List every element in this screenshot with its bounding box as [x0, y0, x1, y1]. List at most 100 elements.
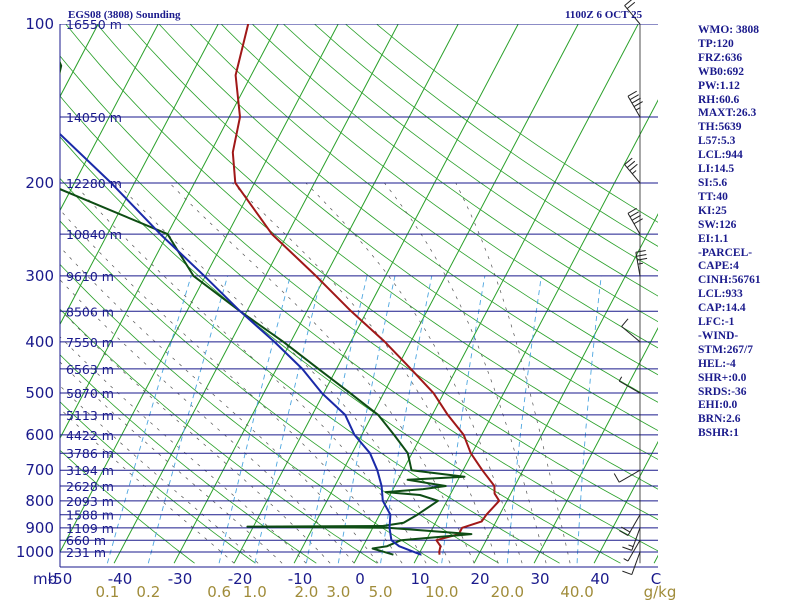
profile-curves — [60, 24, 501, 556]
isotherm-line — [0, 24, 38, 563]
sounding-index: -PARCEL- — [698, 246, 753, 259]
sounding-index: TT:40 — [698, 190, 728, 203]
mixing-ratio-label: 3.0 — [326, 583, 350, 600]
wind-barb-half-flag — [635, 107, 641, 111]
wind-barb-flag — [626, 1, 636, 10]
moist-adiabat-line — [60, 385, 259, 564]
pressure-tick-label: 500 — [25, 384, 54, 402]
sounding-index: EHI:0.0 — [698, 399, 738, 412]
sounding-index: LI:14.5 — [698, 163, 735, 176]
dry-adiabat-line — [314, 24, 658, 272]
sounding-index: STM:267/7 — [698, 343, 753, 356]
height-level-label: 8506 m — [66, 304, 114, 319]
wind-barb-flag — [622, 546, 632, 551]
height-level-label: 9610 m — [66, 269, 114, 284]
sounding-index: CAPE:4 — [698, 260, 739, 273]
dry-adiabat-line — [158, 24, 658, 403]
wind-barb-flag — [636, 253, 647, 257]
wind-barb-half-flag — [628, 544, 634, 548]
height-level-label: 2628 m — [66, 479, 114, 494]
moist-adiabat-line — [60, 309, 331, 564]
dry-adiabat-line — [283, 24, 658, 297]
wind-barb-flag — [637, 257, 648, 261]
temperature-tick-label: -50 — [48, 570, 73, 588]
temperature-tick-label: 40 — [590, 570, 609, 588]
sounding-index: PW:1.12 — [698, 79, 740, 92]
sounding-index: -WIND- — [698, 329, 739, 342]
mixing-ratio-line — [441, 275, 486, 564]
dry-adiabat-line — [60, 136, 621, 564]
sounding-index: SW:126 — [698, 218, 737, 231]
mixing-ratio-label: 10.0 — [425, 583, 458, 600]
axes — [59, 24, 658, 568]
wind-barb-staff — [618, 469, 641, 483]
wind-barb-flag — [629, 94, 639, 101]
mixing-ratio-line — [506, 275, 542, 564]
moist-adiabat-line — [169, 182, 475, 564]
sounding-index: LCL:933 — [698, 288, 743, 301]
sounding-index: MAXT:26.3 — [698, 107, 757, 120]
height-level-label: 5870 m — [66, 386, 114, 401]
sounding-index: LCL:944 — [698, 149, 743, 162]
pressure-tick-label: 100 — [25, 15, 54, 33]
temperature-tick-label: -20 — [228, 570, 253, 588]
height-level-label: 7550 m — [66, 335, 114, 350]
mixing-ratio-line — [147, 275, 229, 564]
sounding-index: SHR+:0.0 — [698, 371, 747, 384]
wind-barb-staff — [627, 539, 641, 562]
wind-barb-half-flag — [631, 170, 637, 175]
mixing-ratio-line — [254, 275, 323, 564]
pressure-tick-label: 600 — [25, 426, 54, 444]
temperature-tick-label: -30 — [168, 570, 193, 588]
moist-adiabat-line — [384, 182, 547, 564]
wind-barb-flag — [613, 473, 620, 483]
wind-barb-flag — [619, 530, 629, 536]
wind-barb-half-flag — [618, 376, 623, 382]
mixing-ratio-line — [305, 275, 368, 564]
dry-adiabat-line — [127, 24, 658, 432]
wind-barb-staff — [621, 326, 641, 343]
dry-adiabat-line — [60, 354, 317, 564]
isotherm-line — [60, 24, 219, 326]
sounding-index: BRN:2.6 — [698, 413, 741, 426]
height-level-label: 10840 m — [66, 227, 122, 242]
dewpoint-curve — [60, 60, 473, 556]
sounding-index: CAP:14.4 — [698, 302, 746, 315]
dry-adiabat-line — [60, 177, 560, 564]
dry-adiabat-line — [60, 401, 256, 564]
height-level-label: 4422 m — [66, 428, 114, 443]
pressure-tick-label: 700 — [25, 461, 54, 479]
isotherm-line — [533, 326, 658, 564]
height-level-label: 14050 m — [66, 110, 122, 125]
mixing-ratio-label: 40.0 — [560, 583, 593, 600]
height-level-label: 1109 m — [66, 521, 114, 536]
sounding-index: EI:1.1 — [698, 232, 729, 245]
isotherm-line — [233, 24, 519, 564]
dry-adiabat-line — [189, 24, 658, 376]
wind-barb-flag — [624, 0, 633, 6]
mixing-ratio-line — [380, 275, 433, 564]
wind-barbs — [613, 0, 648, 576]
isotherm-line — [113, 24, 399, 564]
wind-barb-flag — [622, 570, 632, 576]
sounding-index: WMO: 3808 — [698, 24, 760, 36]
sounding-index: WB0:692 — [698, 65, 744, 78]
height-level-label: 12280 m — [66, 176, 122, 191]
sounding-index: LFC:-1 — [698, 316, 735, 329]
pressure-tick-label: 800 — [25, 492, 54, 510]
mixing-ratio-label: 0.6 — [207, 583, 231, 600]
temperature-tick-label: -40 — [108, 570, 133, 588]
isotherm-line — [473, 213, 658, 564]
isotherm-line — [60, 24, 339, 554]
pressure-tick-label: 900 — [25, 519, 54, 537]
isotherm-line — [413, 99, 658, 564]
dry-adiabat-line — [251, 24, 658, 323]
height-level-label: 2093 m — [66, 494, 114, 509]
sounding-index: HEL:-4 — [698, 357, 736, 370]
mixing-ratio-label: 5.0 — [369, 583, 393, 600]
isotherm-line — [173, 24, 459, 564]
dry-adiabat-line — [60, 55, 658, 521]
temperature-tick-label: 20 — [470, 570, 489, 588]
sounding-index: KI:25 — [698, 204, 727, 217]
